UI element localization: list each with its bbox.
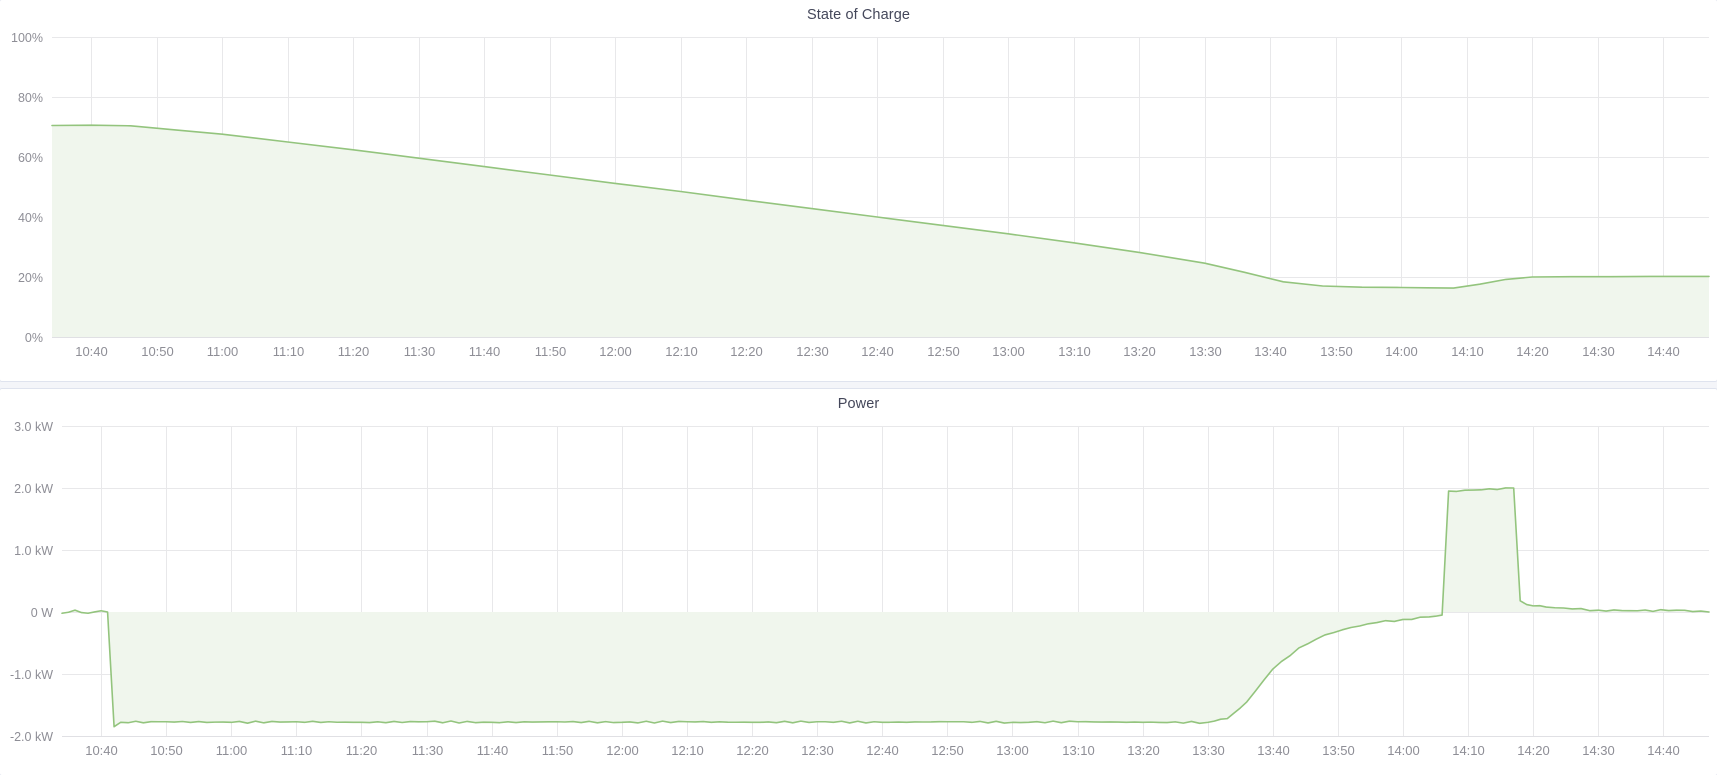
series-area-fill [62,487,1709,727]
x-axis-tick-label: 14:40 [1647,743,1680,758]
chart-svg-power[interactable]: -2.0 kW -1.0 kW 0 W 1.0 kW 2.0 kW 3.0 kW 10:40… [0,412,1717,774]
x-axis-tick-label: 13:20 [1123,344,1156,359]
x-axis-tick-label: 14:00 [1385,344,1418,359]
series-line [51,124,1710,289]
x-axis-tick-label: 14:20 [1516,344,1549,359]
x-axis-tick-label: 12:20 [730,344,763,359]
x-axis-tick-label: 11:30 [404,344,436,359]
x-axis-tick-label: 12:30 [801,743,834,758]
y-axis-tick-label: 80% [18,91,43,105]
x-axis-tick-label: 11:50 [542,743,574,758]
x-axis-tick-label: 11:10 [273,344,305,359]
x-axis-tick-label: 14:10 [1452,743,1485,758]
panel-state-of-charge: State of Charge 0% 20% 40% 60% 80% 100% 10:40 1… [0,0,1717,382]
x-axis-tick-label: 12:00 [606,743,639,758]
x-axis-tick-label: 12:40 [861,344,894,359]
y-axis-tick-label: 3.0 kW [14,420,53,434]
x-axis-tick-label: 14:00 [1387,743,1420,758]
x-axis-tick-label: 14:40 [1647,344,1680,359]
x-axis-tick-label: 11:40 [477,743,509,758]
x-axis-tick-label: 11:50 [535,344,567,359]
x-axis-tick-label: 13:10 [1058,344,1091,359]
x-axis-tick-label: 12:50 [927,344,960,359]
y-axis-tick-label: 1.0 kW [14,544,53,558]
x-axis-tick-label: 12:00 [599,344,632,359]
x-axis-tick-label: 13:40 [1257,743,1290,758]
x-axis-tick-label: 13:20 [1127,743,1160,758]
x-axis-tick-label: 13:50 [1322,743,1355,758]
x-axis-tick-label: 13:40 [1254,344,1287,359]
x-axis-tick-label: 14:10 [1451,344,1484,359]
y-axis-tick-label: 40% [18,211,43,225]
y-axis-tick-label: 2.0 kW [14,482,53,496]
x-axis-tick-label: 13:30 [1189,344,1222,359]
x-axis-tick-label: 10:40 [75,344,108,359]
x-axis-tick-label: 13:10 [1062,743,1095,758]
x-axis-tick-label: 14:20 [1517,743,1550,758]
x-axis-tick-label: 11:20 [346,743,378,758]
x-axis-tick-label: 12:10 [665,344,698,359]
x-axis-tick-label: 12:30 [796,344,829,359]
x-axis-tick-label: 14:30 [1582,344,1615,359]
chart-svg-state-of-charge[interactable]: 0% 20% 40% 60% 80% 100% 10:40 10:50 11:00 11:10 11… [0,23,1717,375]
y-axis-tick-label: 100% [11,31,43,45]
x-axis-tick-label: 13:50 [1320,344,1353,359]
x-axis-tick-label: 11:00 [216,743,248,758]
y-axis-tick-label: 20% [18,271,43,285]
panel-title-state-of-charge: State of Charge [806,7,911,23]
x-axis-tick-label: 14:30 [1582,743,1615,758]
chart-power[interactable]: -2.0 kW -1.0 kW 0 W 1.0 kW 2.0 kW 3.0 kW 10:40… [0,412,1717,774]
x-axis-tick-label: 11:00 [207,344,239,359]
x-axis-tick-label: 12:50 [931,743,964,758]
y-axis-tick-label: 0 W [31,606,53,620]
y-axis-tick-label: 0% [25,331,43,345]
panel-title-power: Power [837,396,880,412]
x-axis-tick-label: 11:10 [281,743,313,758]
y-axis-tick-label: -1.0 kW [10,668,53,682]
x-axis-tick-label: 10:50 [141,344,174,359]
series-line [61,487,1710,728]
x-axis-tick-label: 12:10 [671,743,704,758]
x-axis-tick-label: 13:30 [1192,743,1225,758]
x-axis-tick-label: 11:20 [338,344,370,359]
y-axis-tick-label: -2.0 kW [10,730,53,744]
x-axis-tick-label: 13:00 [992,344,1025,359]
chart-state-of-charge[interactable]: 0% 20% 40% 60% 80% 100% 10:40 10:50 11:00 11:10 11… [0,23,1717,375]
series-area-fill [52,125,1709,337]
x-axis-tick-label: 10:40 [85,743,118,758]
panel-power: Power -2.0 kW -1.0 kW 0 W 1.0 kW 2.0 kW 3.0 k… [0,388,1717,775]
x-axis-tick-label: 12:40 [866,743,899,758]
x-axis-tick-label: 11:40 [469,344,501,359]
x-axis-tick-label: 11:30 [412,743,444,758]
x-axis-tick-label: 10:50 [150,743,183,758]
x-axis-tick-label: 12:20 [736,743,769,758]
y-axis-tick-label: 60% [18,151,43,165]
x-axis-tick-label: 13:00 [996,743,1029,758]
